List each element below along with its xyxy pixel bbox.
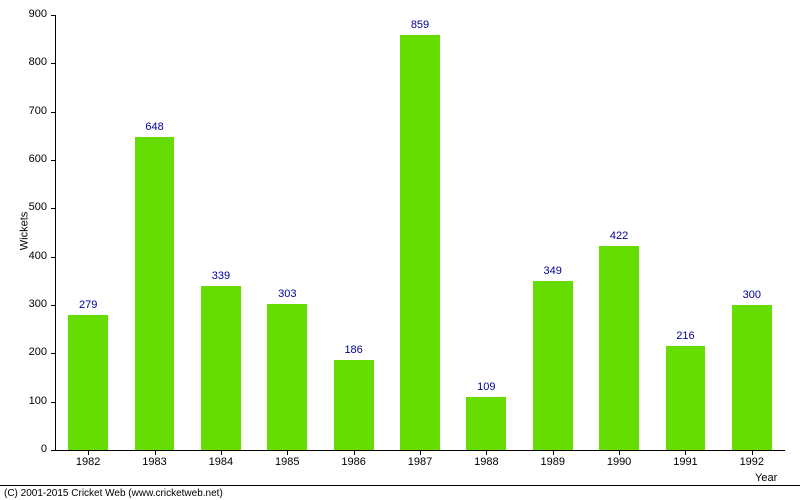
chart-container: Wickets Year (C) 2001-2015 Cricket Web (… [0,0,800,500]
bar [466,397,506,450]
bar-value-label: 109 [461,381,511,393]
x-axis-label: Year [755,472,777,484]
x-tick-label: 1989 [528,456,578,468]
bar [135,137,175,450]
bar-value-label: 300 [727,289,777,301]
x-tick-mark [752,451,753,455]
y-tick-mark [51,15,55,16]
bar-value-label: 422 [594,230,644,242]
bar-value-label: 339 [196,270,246,282]
x-tick-label: 1983 [130,456,180,468]
x-tick-mark [221,451,222,455]
y-tick-mark [51,208,55,209]
x-tick-label: 1991 [660,456,710,468]
bar-value-label: 648 [130,121,180,133]
footer-divider [0,485,800,486]
x-tick-mark [354,451,355,455]
y-tick-label: 800 [15,56,47,68]
bar-value-label: 859 [395,19,445,31]
x-tick-mark [155,451,156,455]
x-tick-mark [88,451,89,455]
x-tick-mark [685,451,686,455]
y-tick-label: 0 [15,443,47,455]
y-tick-mark [51,112,55,113]
bar-value-label: 303 [262,288,312,300]
y-tick-mark [51,160,55,161]
x-tick-label: 1985 [262,456,312,468]
bar-value-label: 186 [329,344,379,356]
y-tick-label: 700 [15,105,47,117]
x-tick-label: 1992 [727,456,777,468]
x-tick-label: 1986 [329,456,379,468]
y-tick-label: 900 [15,8,47,20]
y-tick-label: 400 [15,250,47,262]
footer-copyright: (C) 2001-2015 Cricket Web (www.cricketwe… [4,488,223,499]
y-axis-line [55,15,56,450]
bar [334,360,374,450]
bar [400,35,440,450]
y-tick-mark [51,305,55,306]
bar [201,286,241,450]
y-tick-label: 600 [15,153,47,165]
bar-value-label: 216 [660,330,710,342]
y-tick-mark [51,450,55,451]
x-tick-mark [420,451,421,455]
bar [533,281,573,450]
bar [666,346,706,450]
bar-value-label: 279 [63,299,113,311]
x-tick-mark [553,451,554,455]
bar-value-label: 349 [528,265,578,277]
bar [732,305,772,450]
y-tick-mark [51,63,55,64]
y-tick-label: 500 [15,201,47,213]
y-tick-label: 200 [15,346,47,358]
y-axis-label: Wickets [18,211,30,250]
x-tick-label: 1988 [461,456,511,468]
bar [599,246,639,450]
bar [267,304,307,450]
x-tick-label: 1984 [196,456,246,468]
y-tick-label: 300 [15,298,47,310]
x-tick-label: 1990 [594,456,644,468]
y-tick-mark [51,353,55,354]
x-tick-mark [486,451,487,455]
bar [68,315,108,450]
x-tick-label: 1987 [395,456,445,468]
y-tick-label: 100 [15,395,47,407]
y-tick-mark [51,257,55,258]
y-tick-mark [51,402,55,403]
x-tick-label: 1982 [63,456,113,468]
x-tick-mark [619,451,620,455]
x-tick-mark [287,451,288,455]
